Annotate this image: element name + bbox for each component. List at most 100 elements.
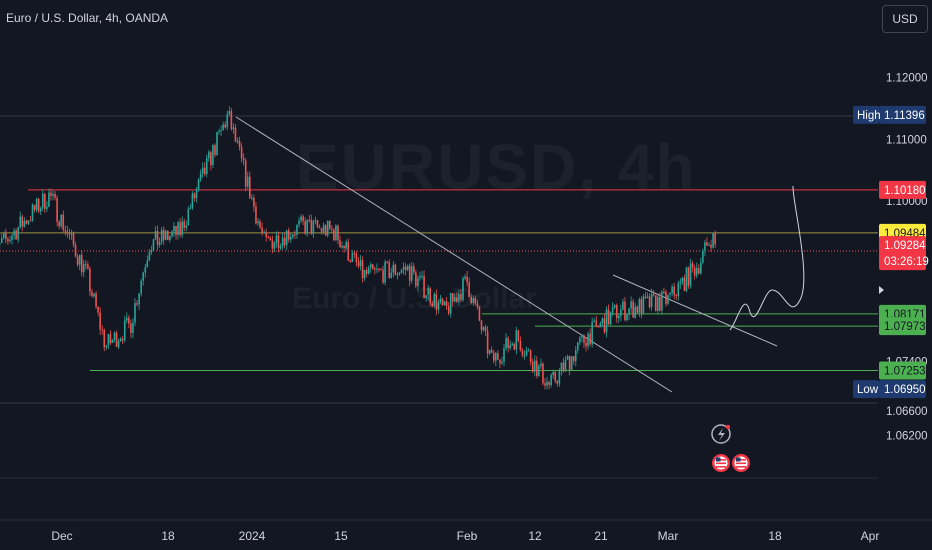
candle-body (650, 293, 653, 308)
x-tick-label: 12 (528, 529, 542, 543)
candle-body (267, 236, 270, 238)
candle-body (484, 327, 487, 332)
candle-body (15, 230, 17, 240)
candle-body (499, 359, 501, 364)
candle-body (605, 309, 608, 333)
price-tag-support (879, 361, 926, 380)
candle-body (203, 167, 206, 175)
candle-body (431, 303, 434, 307)
candle-body (148, 252, 151, 261)
candle-body (482, 327, 485, 331)
trendline-short[interactable] (612, 274, 778, 347)
candle-body (58, 221, 60, 227)
price-tag-label: High (857, 110, 881, 122)
candle-body (37, 198, 40, 212)
candle-body (523, 355, 526, 357)
candle-body (316, 220, 319, 228)
candle-body (548, 382, 550, 385)
candle-body (195, 189, 198, 199)
price-tag-resistance (879, 180, 926, 199)
candle-body (376, 268, 378, 270)
candle-body (552, 371, 555, 376)
candle-body (154, 231, 157, 240)
candle-body (138, 293, 140, 305)
candle-body (17, 227, 19, 240)
candle-body (21, 216, 24, 227)
trendline-main[interactable] (235, 116, 673, 393)
scroll-marker-icon[interactable] (879, 286, 884, 294)
candle-body (570, 356, 573, 370)
candle-body (527, 350, 530, 352)
candle-body (697, 267, 700, 274)
candle-body (171, 231, 173, 237)
candle-body (7, 238, 9, 242)
candle-body (454, 297, 456, 302)
candle-body (322, 225, 325, 232)
lightning-bolt-icon (718, 428, 725, 441)
candle-body (216, 132, 218, 155)
candle-body (652, 293, 655, 296)
candle-body (449, 293, 452, 314)
candle-body (361, 260, 364, 279)
candle-body (488, 350, 491, 354)
candle-body (609, 312, 612, 325)
candle-body (41, 193, 44, 208)
y-tick-label: 1.06600 (886, 406, 928, 418)
price-tag-support (879, 317, 926, 336)
candle-body (290, 236, 292, 240)
candle-body (562, 362, 565, 371)
flag-canton (716, 457, 721, 462)
candle-body (628, 308, 630, 315)
candle-body (470, 297, 473, 304)
candle-body (695, 267, 698, 276)
candle-body (544, 383, 546, 386)
candle-body (529, 350, 532, 362)
candle-body (121, 338, 124, 341)
candle-body (11, 235, 13, 240)
candle-body (369, 264, 372, 268)
candle-body (281, 237, 284, 247)
candle-body (550, 375, 552, 385)
candle-body (318, 227, 321, 229)
candle-body (632, 301, 634, 318)
candle-body (714, 232, 716, 245)
candle-body (611, 307, 614, 313)
candle-body (663, 291, 665, 293)
candle-body (271, 240, 274, 249)
candle-body (240, 147, 243, 159)
candle-body (226, 114, 229, 128)
candle-body (599, 323, 602, 328)
candle-body (134, 303, 136, 323)
candle-body (683, 277, 686, 291)
chart-title: Euro / U.S. Dollar, 4h, OANDA (6, 11, 169, 25)
candle-body (306, 219, 309, 234)
x-tick-label: 21 (594, 529, 608, 543)
candle-body (279, 246, 282, 249)
projection-path[interactable] (729, 185, 805, 331)
candle-body (298, 220, 300, 225)
currency-button[interactable]: USD (882, 5, 928, 33)
candle-body (275, 235, 278, 243)
candle-body (44, 193, 46, 209)
candle-body (68, 233, 71, 235)
candle-body (359, 260, 362, 267)
candle-body (480, 320, 483, 331)
candle-body (261, 227, 263, 233)
price-tag-label-bg (853, 380, 879, 399)
candle-body (82, 264, 85, 273)
lightning-event-icon[interactable] (711, 424, 731, 444)
candle-body (158, 241, 161, 245)
candle-body (613, 305, 616, 308)
y-tick-label: 1.10000 (886, 196, 928, 208)
candle-body (189, 207, 192, 209)
price-tag-high (879, 105, 926, 124)
candle-body (265, 232, 268, 237)
candle-body (304, 221, 306, 234)
candle-body (367, 267, 370, 274)
candle-body (107, 334, 110, 346)
candle-body (3, 233, 5, 239)
candle-body (263, 232, 265, 234)
candle-body (445, 301, 448, 307)
price-tag-value: 1.09284 (884, 240, 926, 252)
